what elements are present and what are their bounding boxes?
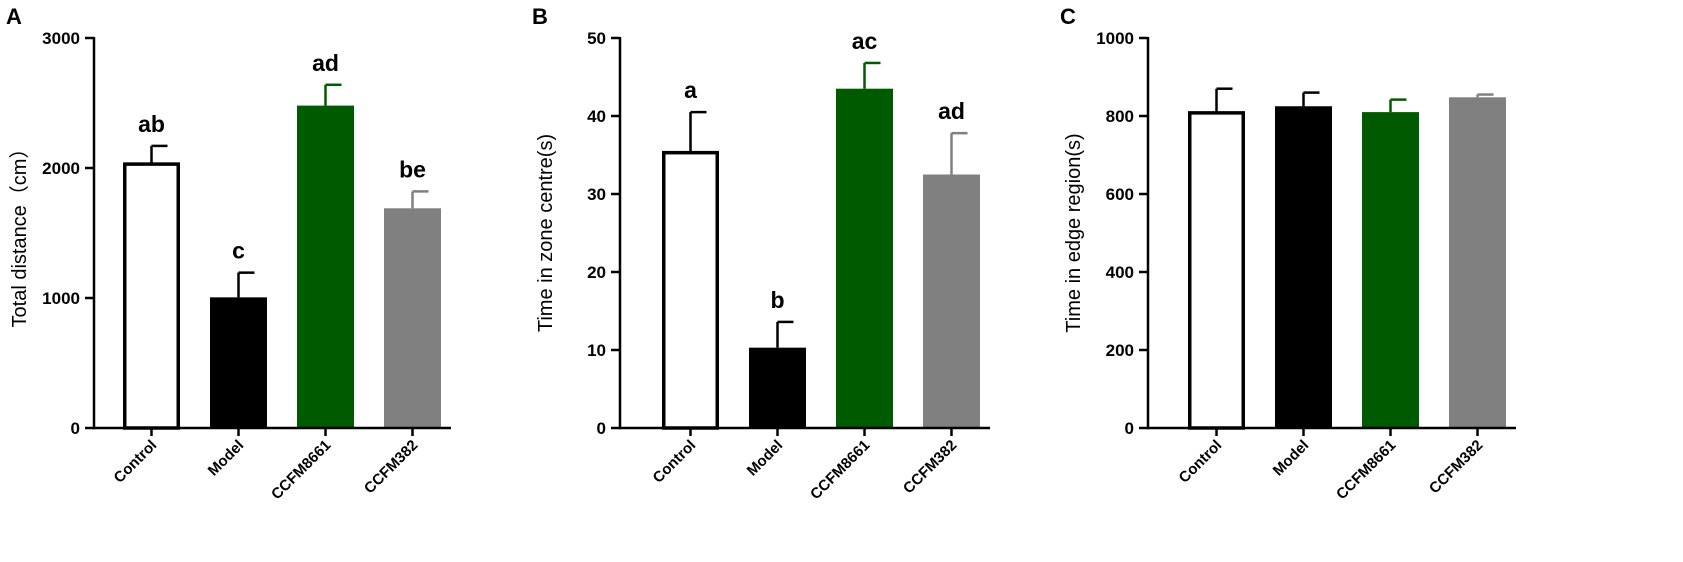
y-tick-label: 0	[71, 419, 80, 438]
bar-ccfm382	[384, 208, 441, 428]
bar-ccfm8661	[297, 105, 354, 428]
y-tick-label: 50	[587, 29, 606, 48]
panel-letter-a: A	[6, 4, 22, 29]
y-tick-label: 40	[587, 107, 606, 126]
x-tick-label: CCFM382	[900, 437, 960, 497]
significance-label: ad	[312, 50, 339, 76]
significance-label: ad	[938, 98, 965, 124]
significance-label: a	[684, 77, 697, 103]
significance-label: ab	[138, 111, 165, 137]
x-tick-label: Control	[650, 437, 700, 487]
significance-label: be	[399, 156, 426, 182]
bar-control	[662, 150, 719, 430]
y-tick-label: 2000	[42, 159, 80, 178]
x-tick-label: CCFM8661	[1333, 437, 1399, 503]
bar-ccfm382	[923, 174, 980, 428]
y-tick-label: 0	[597, 419, 606, 438]
significance-label: b	[770, 287, 784, 313]
x-tick-label: Model	[205, 437, 248, 480]
x-tick-label: CCFM8661	[268, 437, 334, 503]
significance-label: c	[232, 238, 245, 264]
bar-model	[749, 347, 806, 428]
bar-ccfm8661	[836, 88, 893, 428]
y-tick-label: 30	[587, 185, 606, 204]
y-axis-label: Total distance（cm）	[8, 139, 31, 328]
bar-control	[1188, 111, 1245, 430]
x-tick-label: Control	[1176, 437, 1226, 487]
significance-label: ac	[852, 28, 878, 54]
y-tick-label: 1000	[1096, 29, 1134, 48]
bar-model	[210, 297, 267, 428]
x-tick-label: CCFM382	[1426, 437, 1486, 497]
x-tick-label: Control	[111, 437, 161, 487]
y-tick-label: 800	[1106, 107, 1134, 126]
y-tick-label: 600	[1106, 185, 1134, 204]
x-tick-label: Model	[1270, 437, 1313, 480]
bar-model	[1275, 106, 1332, 428]
bar-ccfm8661	[1362, 112, 1419, 428]
x-tick-label: Model	[744, 437, 787, 480]
y-axis-label: Time in zone centre(s)	[535, 134, 557, 332]
y-tick-label: 3000	[42, 29, 80, 48]
y-axis-label: Time in edge region(s)	[1063, 133, 1085, 332]
bar-control	[123, 162, 180, 430]
y-tick-label: 400	[1106, 263, 1134, 282]
x-tick-label: CCFM8661	[807, 437, 873, 503]
panel-letter-c: C	[1060, 4, 1076, 29]
y-tick-label: 200	[1106, 341, 1134, 360]
y-tick-label: 20	[587, 263, 606, 282]
bar-ccfm382	[1449, 97, 1506, 428]
x-tick-label: CCFM382	[361, 437, 421, 497]
panel-letter-b: B	[532, 4, 548, 29]
y-tick-label: 10	[587, 341, 606, 360]
y-tick-label: 0	[1125, 419, 1134, 438]
y-tick-label: 1000	[42, 289, 80, 308]
